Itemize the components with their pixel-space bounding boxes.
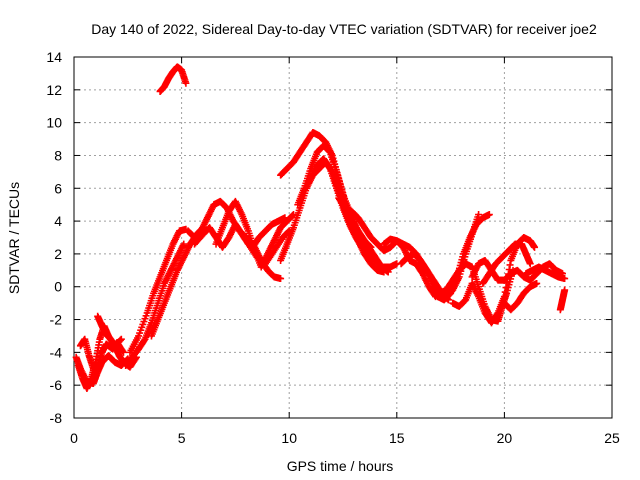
data-point xyxy=(526,260,534,268)
x-axis-label: GPS time / hours xyxy=(287,458,394,474)
ticks: 0 5 10 15 20 25 -8 -6 -4 -2 0 2 4 6 8 10 12 14 xyxy=(46,49,620,446)
series-arc-25 xyxy=(500,279,541,314)
data-point xyxy=(117,335,125,343)
series-arc-12 xyxy=(249,214,289,251)
y-tick-label: -8 xyxy=(50,410,63,426)
data-point xyxy=(366,243,374,251)
series-arc-07 xyxy=(147,224,207,340)
y-tick-label: 0 xyxy=(54,279,62,295)
chart-title: Day 140 of 2022, Sidereal Day-to-day VTE… xyxy=(91,21,597,37)
y-tick-label: 10 xyxy=(46,115,62,131)
data-point xyxy=(561,275,569,283)
data-point xyxy=(281,214,289,222)
data-point xyxy=(325,163,333,171)
data-point xyxy=(290,211,298,219)
y-tick-label: 2 xyxy=(54,246,62,262)
series-arc-02 xyxy=(76,335,127,373)
series-arc-08 xyxy=(156,63,190,95)
data-point xyxy=(182,79,190,87)
y-tick-label: -2 xyxy=(50,312,63,328)
y-tick-label: 14 xyxy=(46,49,62,65)
data-point xyxy=(561,286,569,294)
data-point xyxy=(180,240,188,248)
data-point xyxy=(119,348,127,356)
x-tick-label: 15 xyxy=(389,430,405,446)
x-tick-label: 5 xyxy=(178,430,186,446)
x-tick-label: 10 xyxy=(281,430,297,446)
y-tick-label: 6 xyxy=(54,180,62,196)
y-tick-label: 8 xyxy=(54,147,62,163)
series-arc-23 xyxy=(479,240,534,287)
data-point xyxy=(506,261,514,269)
data-point xyxy=(502,284,510,292)
data-marks xyxy=(72,63,569,392)
series-arc-06 xyxy=(126,225,190,356)
x-tick-label: 25 xyxy=(604,430,620,446)
data-point xyxy=(531,243,539,251)
y-tick-label: -4 xyxy=(50,344,63,360)
axes xyxy=(73,56,613,419)
data-point xyxy=(367,243,375,251)
data-point xyxy=(500,293,508,301)
series-arc-10 xyxy=(191,220,293,268)
data-point xyxy=(277,275,285,283)
series-arc-20 xyxy=(427,211,493,304)
series-arc-05 xyxy=(122,240,188,369)
plot-frame xyxy=(73,56,613,419)
y-tick-label: -6 xyxy=(50,377,63,393)
data-point xyxy=(475,211,483,219)
x-tick-label: 20 xyxy=(497,430,513,446)
data-point xyxy=(117,336,125,344)
series-arc-15 xyxy=(277,128,375,251)
data-point xyxy=(533,279,541,287)
series-arc-11 xyxy=(212,197,298,271)
series-arc-27 xyxy=(556,286,569,314)
y-tick-label: 12 xyxy=(46,82,62,98)
data-point xyxy=(485,211,493,219)
data-point xyxy=(501,288,509,296)
x-tick-label: 0 xyxy=(70,430,78,446)
y-axis-label: SDTVAR / TECUs xyxy=(6,182,22,294)
y-tick-label: 4 xyxy=(54,213,62,229)
series-arc-26 xyxy=(522,263,569,283)
